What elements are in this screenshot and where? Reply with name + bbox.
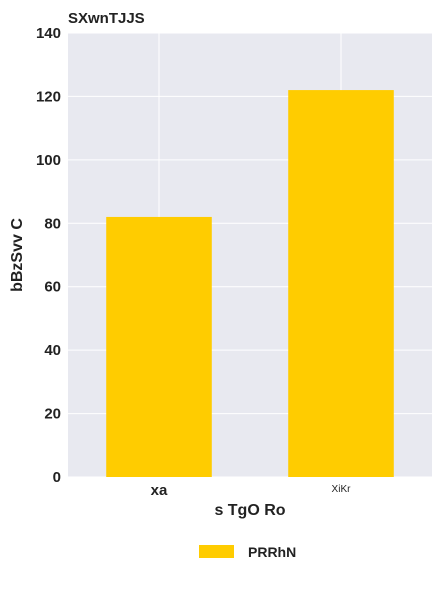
y-tick-label: 40 bbox=[44, 342, 61, 359]
y-tick-label: 120 bbox=[36, 88, 61, 105]
x-axis-label: s TgO Ro bbox=[214, 502, 285, 519]
y-axis-label: bBzSvv C bbox=[9, 218, 26, 292]
bar-XiKr bbox=[288, 90, 394, 477]
y-tick-label: 20 bbox=[44, 406, 61, 423]
legend: PRRhN bbox=[199, 544, 296, 560]
y-tick-label: 100 bbox=[36, 152, 61, 169]
y-tick-label: 60 bbox=[44, 279, 61, 296]
chart-title: SXwnTJJS bbox=[68, 10, 145, 27]
x-tick-label: XiKr bbox=[332, 484, 352, 495]
y-tick-labels: 0 20 40 60 80 100 120 140 bbox=[36, 25, 61, 486]
y-tick-label: 0 bbox=[53, 469, 61, 486]
legend-swatch bbox=[199, 545, 234, 558]
legend-label: PRRhN bbox=[248, 544, 296, 560]
x-tick-label: xa bbox=[151, 482, 168, 499]
y-tick-label: 140 bbox=[36, 25, 61, 42]
bar-xa bbox=[106, 217, 212, 477]
y-tick-label: 80 bbox=[44, 215, 61, 232]
x-tick-labels: xa XiKr bbox=[151, 482, 351, 499]
